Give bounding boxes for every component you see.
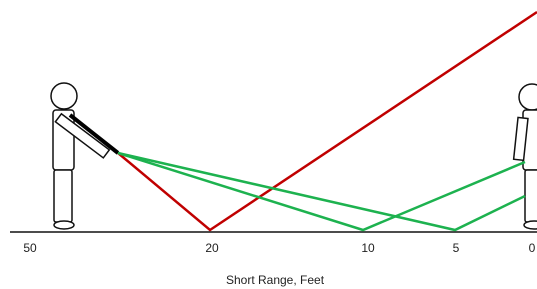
foot (54, 221, 74, 229)
head (519, 84, 537, 110)
range-label: 20 (205, 241, 219, 255)
red-trajectory (118, 12, 537, 230)
range-label: 0 (529, 241, 536, 255)
right-figure (514, 84, 537, 229)
foot (524, 221, 537, 229)
axis-title: Short Range, Feet (226, 273, 325, 287)
diagram: 50 20 10 5 0 Short Range, Feet (0, 0, 537, 289)
green-trajectory (118, 153, 525, 230)
left-figure (51, 83, 109, 229)
range-label: 10 (361, 241, 375, 255)
legs (525, 170, 537, 222)
legs (54, 170, 72, 222)
range-label: 50 (23, 241, 37, 255)
green-trajectory (118, 153, 525, 230)
head (51, 83, 77, 109)
range-label: 5 (453, 241, 460, 255)
